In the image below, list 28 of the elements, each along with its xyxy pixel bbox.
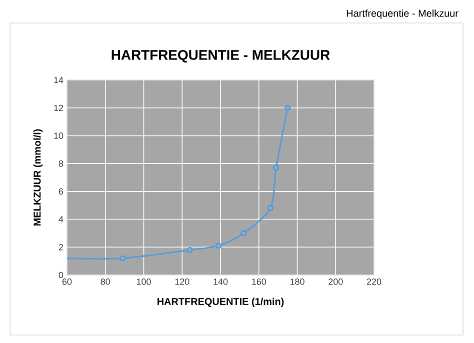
y-tick-label: 6 xyxy=(58,188,64,195)
point xyxy=(240,230,247,236)
y-tick-label: 2 xyxy=(58,244,64,250)
y-axis-title: MELKZUUR (mmol/l) xyxy=(33,129,43,226)
x-tick-label: 80 xyxy=(100,278,110,285)
y-tick-label: 14 xyxy=(54,76,64,84)
y-tick-label: 0 xyxy=(58,272,64,278)
text: Hartfrequentie - Melkzuur xyxy=(346,10,458,19)
y-tick-label: 10 xyxy=(54,132,64,139)
point xyxy=(215,242,222,249)
chart-title: HARTFREQUENTIE - MELKZUUR xyxy=(112,50,330,63)
x-tick-label: 140 xyxy=(214,278,228,285)
point xyxy=(120,255,126,262)
point xyxy=(284,104,291,111)
y-tick-label: 8 xyxy=(58,160,64,167)
x-tick-label: 200 xyxy=(328,278,343,285)
x-tick-label: 180 xyxy=(290,278,304,285)
x-tick-label: 60 xyxy=(62,278,72,285)
x-axis-title: HARTFREQUENTIE (1/min) xyxy=(158,298,284,307)
x-tick-label: 100 xyxy=(136,278,151,285)
point xyxy=(267,205,274,212)
x-tick-label: 160 xyxy=(252,278,266,285)
point xyxy=(273,164,280,171)
x-tick-label: 120 xyxy=(175,278,190,285)
y-tick-label: 4 xyxy=(58,216,64,222)
x-tick-label: 220 xyxy=(366,278,382,285)
y-tick-label: 12 xyxy=(54,104,64,111)
point xyxy=(186,246,193,254)
